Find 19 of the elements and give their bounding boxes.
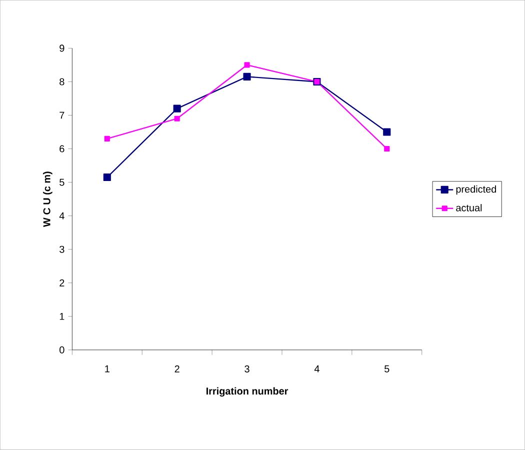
y-tick-label: 4: [59, 212, 64, 220]
x-tick-label: 4: [314, 365, 320, 372]
y-tick-label: 2: [60, 279, 64, 286]
y-tick-label: 3: [60, 246, 64, 253]
y-tick-label: 5: [60, 178, 64, 186]
y-tick-label: 1: [60, 312, 64, 320]
y-tick-label: 8: [60, 78, 64, 86]
legend-label: predicted: [456, 185, 496, 195]
y-axis-title: W C U (c m): [43, 172, 52, 227]
x-tick-label: 2: [174, 365, 180, 372]
y-tick-label: 7: [60, 112, 64, 119]
legend-label: actual: [456, 204, 482, 212]
x-tick-label: 3: [244, 365, 250, 372]
y-tick-label: 0: [60, 346, 64, 354]
x-axis-title: Irrigation number: [206, 387, 288, 397]
y-tick-label: 6: [60, 145, 64, 152]
x-tick-label: 1: [105, 365, 110, 372]
y-tick-label: 9: [60, 44, 64, 52]
x-tick-label: 5: [384, 365, 390, 372]
